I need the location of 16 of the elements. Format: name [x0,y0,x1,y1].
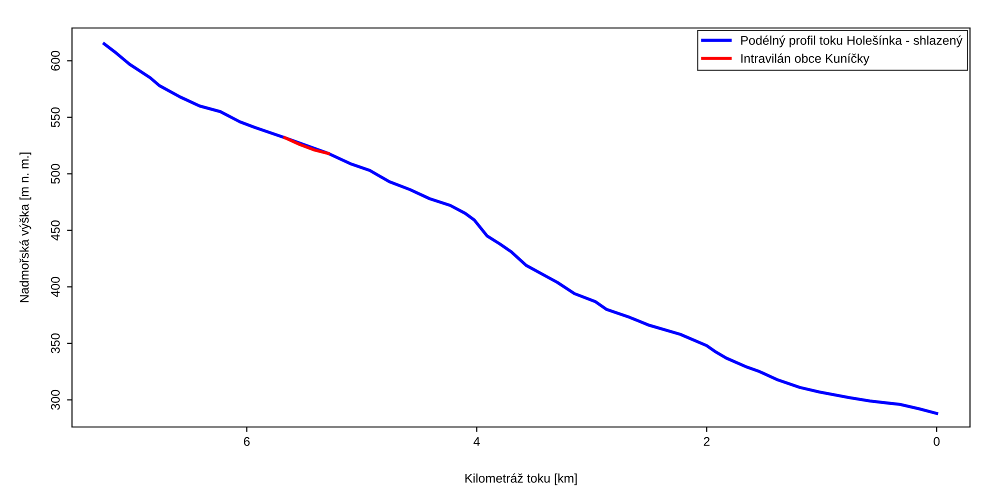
x-axis-title: Kilometráž toku [km] [465,473,577,486]
legend-label: Podélný profil toku Holešínka - shlazený [741,36,962,48]
y-axis-title: Nadmořská výška [m n. m.] [19,152,32,302]
line-series [283,136,330,155]
y-tick-label: 500 [50,164,60,184]
y-tick-label: 400 [50,276,60,297]
y-tick-label: 550 [50,107,60,128]
y-tick-label: 600 [50,50,60,71]
x-tick-label: 2 [704,437,710,446]
y-tick-label: 450 [50,220,60,240]
x-tick-label: 6 [244,437,250,446]
x-tick-label: 0 [934,437,940,446]
legend-label: Intravilán obce Kuníčky [741,54,870,66]
x-tick-label: 4 [474,437,480,446]
y-tick-label: 300 [50,390,60,410]
y-tick-label: 350 [50,333,60,354]
